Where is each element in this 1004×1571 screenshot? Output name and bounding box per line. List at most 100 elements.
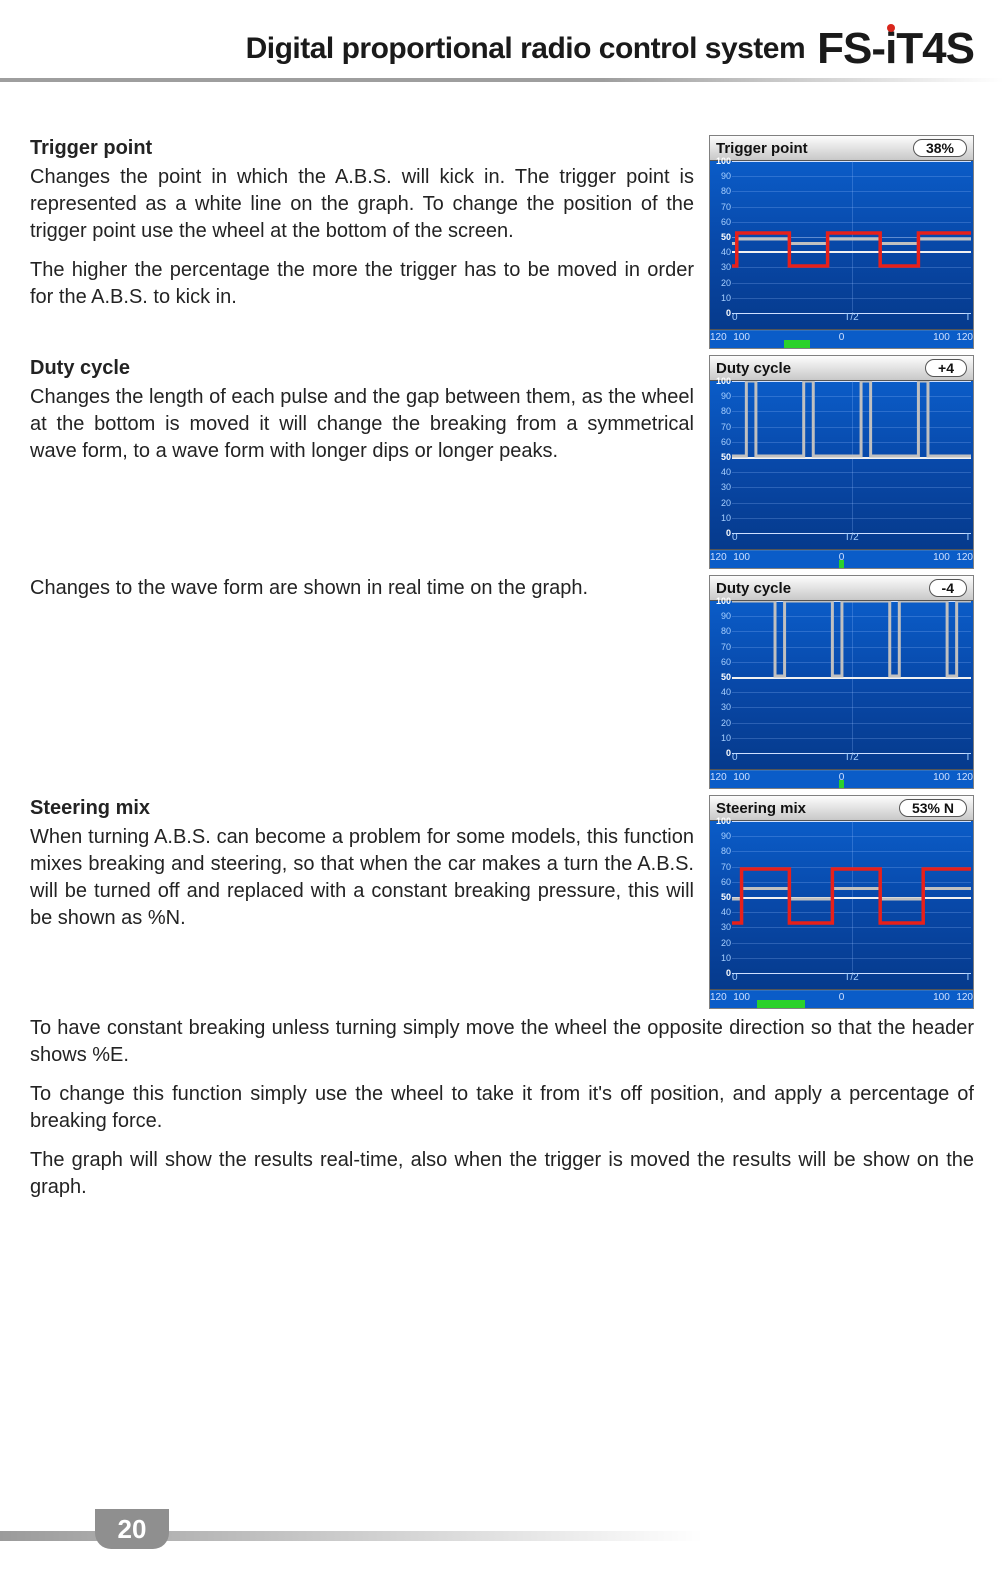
device-screenshot: Duty cycle+401020304050607080901000T/2T1… [709, 355, 974, 569]
x-tick-label: 0 [732, 312, 738, 323]
bottom-scale-label: 120 [710, 992, 727, 1003]
y-tick-label: 10 [721, 953, 731, 963]
green-position-marker [839, 780, 844, 788]
bottom-scale-label: 100 [733, 332, 750, 343]
y-tick-label: 90 [721, 391, 731, 401]
screenshot-column: Duty cycle+401020304050607080901000T/2T1… [709, 355, 974, 569]
y-tick-label: 40 [721, 687, 731, 697]
bottom-scale-bar: 1201000100120 [710, 330, 973, 348]
screenshot-title-bar: Duty cycle+4 [710, 356, 973, 380]
y-tick-label: 70 [721, 642, 731, 652]
green-position-marker [784, 340, 810, 348]
y-tick-label: 50 [721, 232, 731, 242]
screenshot-title: Duty cycle [716, 580, 791, 597]
bottom-scale-label: 0 [839, 332, 845, 343]
gray-wave [732, 889, 971, 900]
page-content: Trigger pointChanges the point in which … [30, 135, 974, 1213]
red-wave [732, 869, 971, 923]
page-header: Digital proportional radio control syste… [0, 18, 1004, 80]
x-tick-label: T/2 [844, 532, 858, 543]
y-tick-label: 30 [721, 262, 731, 272]
y-tick-label: 40 [721, 467, 731, 477]
y-tick-label: 70 [721, 202, 731, 212]
manual-section: Trigger pointChanges the point in which … [30, 135, 974, 349]
bottom-scale-label: 100 [933, 992, 950, 1003]
header-rule [0, 78, 1004, 82]
manual-section: Steering mix When turning A.B.S. can beco… [30, 795, 974, 1009]
y-tick-label: 30 [721, 702, 731, 712]
y-tick-label: 20 [721, 498, 731, 508]
x-tick-label: 0 [732, 752, 738, 763]
y-tick-label: 50 [721, 892, 731, 902]
y-tick-label: 50 [721, 672, 731, 682]
screenshot-value-pill: +4 [925, 359, 967, 377]
x-axis: 0 T/2 T [732, 311, 971, 329]
section-paragraph: Changes the length of each pulse and the… [30, 384, 694, 465]
x-axis: 0T/2T [732, 531, 971, 549]
y-tick-label: 40 [721, 907, 731, 917]
device-screenshot: Trigger point38%01020304050607080901000T… [709, 135, 974, 349]
waveform-svg [732, 381, 971, 531]
green-position-marker [839, 560, 844, 568]
y-tick-label: 30 [721, 922, 731, 932]
footer-paragraph: To change this function simply use the w… [30, 1081, 974, 1135]
gray-wave [732, 601, 971, 676]
screenshot-value-pill: -4 [929, 579, 967, 597]
section-heading: Duty cycle [30, 355, 694, 382]
y-tick-label: 80 [721, 186, 731, 196]
graph-area: 01020304050607080901000T/2T [710, 380, 973, 550]
bottom-scale-label: 100 [933, 772, 950, 783]
device-screenshot: Duty cycle-401020304050607080901000T/2T1… [709, 575, 974, 789]
bottom-scale-bar: 1201000100120 [710, 990, 973, 1008]
gray-wave [732, 239, 971, 244]
y-tick-label: 20 [721, 278, 731, 288]
graph-inner [732, 601, 971, 751]
y-tick-label: 10 [721, 733, 731, 743]
footer-paragraph: The graph will show the results real-tim… [30, 1147, 974, 1201]
y-tick-label: 60 [721, 437, 731, 447]
header-title: Digital proportional radio control syste… [246, 32, 806, 66]
section-paragraph: When turning A.B.S. can become a problem… [30, 824, 694, 932]
x-axis: 0T/2T [732, 971, 971, 989]
waveform-svg [732, 161, 971, 311]
x-tick-label: T [965, 312, 971, 323]
y-tick-label: 100 [716, 376, 731, 386]
product-name: FS-iT4S [817, 24, 974, 74]
x-tick-label: T [965, 752, 971, 763]
y-tick-label: 70 [721, 422, 731, 432]
y-axis: 0102030405060708090100 [710, 161, 732, 311]
bottom-scale-label: 120 [956, 772, 973, 783]
bottom-scale-label: 100 [733, 552, 750, 563]
graph-area: 01020304050607080901000T/2T [710, 820, 973, 990]
bottom-scale-label: 120 [710, 552, 727, 563]
i-dot-icon: i [885, 24, 896, 74]
x-tick-label: 0 [732, 532, 738, 543]
bottom-scale-label: 120 [956, 992, 973, 1003]
x-tick-label: T/2 [844, 972, 858, 983]
y-tick-label: 60 [721, 877, 731, 887]
waveform-svg [732, 601, 971, 751]
bottom-scale-label: 100 [733, 992, 750, 1003]
screenshot-value-pill: 53% N [899, 799, 967, 817]
bottom-scale-label: 120 [956, 552, 973, 563]
y-tick-label: 20 [721, 718, 731, 728]
green-position-marker [757, 1000, 804, 1008]
y-tick-label: 70 [721, 862, 731, 872]
y-tick-label: 20 [721, 938, 731, 948]
page-number-badge: 20 [95, 1509, 169, 1549]
screenshot-title: Trigger point [716, 140, 808, 157]
y-tick-label: 60 [721, 657, 731, 667]
screenshot-title-bar: Duty cycle -4 [710, 576, 973, 600]
section-paragraph: Changes to the wave form are shown in re… [30, 575, 694, 602]
x-tick-label: 0 [732, 972, 738, 983]
graph-area: 01020304050607080901000T/2T [710, 600, 973, 770]
y-tick-label: 30 [721, 482, 731, 492]
footer-text-block: To have constant breaking unless turning… [30, 1015, 974, 1201]
graph-inner [732, 381, 971, 531]
graph-area: 01020304050607080901000T/2T [710, 160, 973, 330]
screenshot-title: Steering mix [716, 800, 806, 817]
x-axis: 0T/2T [732, 751, 971, 769]
x-tick-label: T/2 [844, 312, 858, 323]
waveform-svg [732, 821, 971, 971]
graph-inner [732, 161, 971, 311]
